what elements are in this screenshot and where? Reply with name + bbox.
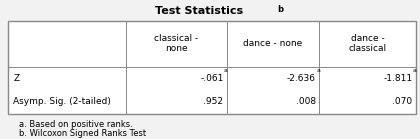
Text: .070: .070: [392, 97, 412, 106]
Text: a. Based on positive ranks.: a. Based on positive ranks.: [19, 120, 133, 129]
Text: dance - none: dance - none: [243, 39, 303, 48]
Text: a: a: [316, 68, 320, 73]
Text: .008: .008: [296, 97, 316, 106]
Text: classical -
none: classical - none: [154, 34, 199, 54]
Bar: [8, 21, 416, 114]
Text: -.061: -.061: [200, 74, 223, 83]
Text: dance -
classical: dance - classical: [349, 34, 386, 54]
Text: b. Wilcoxon Signed Ranks Test: b. Wilcoxon Signed Ranks Test: [19, 129, 146, 138]
Text: Z: Z: [13, 74, 20, 83]
Text: -1.811: -1.811: [383, 74, 412, 83]
Text: Test Statistics: Test Statistics: [155, 6, 244, 16]
Text: -2.636: -2.636: [287, 74, 316, 83]
Text: a: a: [224, 68, 228, 73]
Text: .952: .952: [203, 97, 223, 106]
Text: b: b: [277, 5, 283, 14]
Text: Asymp. Sig. (2-tailed): Asymp. Sig. (2-tailed): [13, 97, 111, 106]
Text: a: a: [413, 68, 417, 73]
